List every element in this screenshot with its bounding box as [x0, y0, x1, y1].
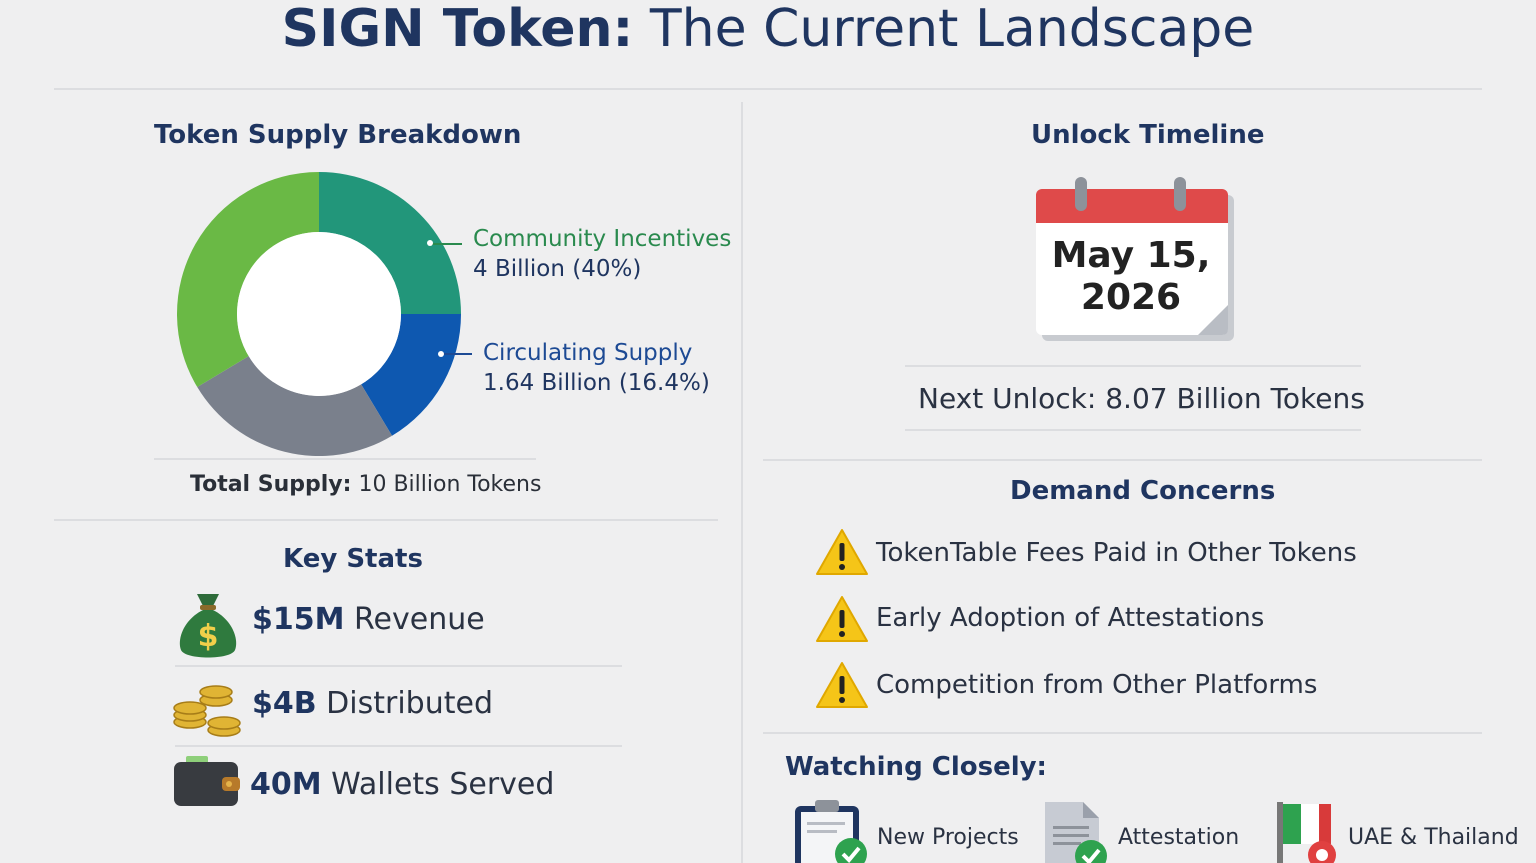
community-incentives-value: 4 Billion (40%): [473, 256, 642, 282]
unlock-top-divider: [905, 365, 1361, 367]
donut-slice-1: [319, 172, 461, 314]
next-unlock: Next Unlock: 8.07 Billion Tokens: [918, 382, 1365, 415]
column-divider: [741, 102, 743, 863]
calendar-icon: [1036, 177, 1234, 341]
watching-heading: Watching Closely:: [785, 752, 1047, 782]
donut-slice-3: [197, 356, 393, 456]
page-title: SIGN Token: The Current Landscape: [0, 0, 1536, 58]
calendar-date-line2: 2026: [1080, 277, 1182, 318]
warning-icon: [816, 662, 868, 708]
concern-item-2: Early Adoption of Attestations: [876, 603, 1265, 633]
stat-wallets-label: Wallets Served: [331, 767, 555, 802]
watching-divider: [763, 732, 1482, 734]
supply-heading: Token Supply Breakdown: [154, 120, 522, 150]
warning-icon: [816, 596, 868, 642]
circulating-supply-name: Circulating Supply: [483, 340, 693, 366]
circulating-leader-line: [442, 353, 472, 355]
unlock-heading: Unlock Timeline: [1031, 120, 1265, 150]
circulating-supply-value: 1.64 Billion (16.4%): [483, 370, 710, 396]
stat-divider-1: [175, 665, 622, 667]
stats-divider: [54, 519, 718, 521]
total-supply-value: 10 Billion Tokens: [358, 472, 542, 497]
supply-donut-chart: [176, 172, 461, 456]
clipboard-check-icon: [795, 800, 867, 863]
watch-item-attestation: Attestation: [1118, 825, 1240, 850]
stat-revenue-label: Revenue: [354, 602, 485, 637]
coins-icon: [173, 685, 241, 737]
calendar-date-line1: May 15,: [1051, 235, 1211, 276]
money-bag-icon: $: [179, 594, 237, 658]
total-supply: Total Supply: 10 Billion Tokens: [190, 472, 541, 497]
unlock-bottom-divider: [905, 429, 1361, 431]
donut-hole: [237, 232, 401, 396]
page-title-bold: SIGN Token:: [281, 0, 634, 59]
key-stats-heading: Key Stats: [283, 544, 423, 574]
stat-distributed-value: $4B: [252, 686, 317, 721]
concerns-heading: Demand Concerns: [1010, 476, 1276, 506]
concern-item-1: TokenTable Fees Paid in Other Tokens: [876, 538, 1357, 568]
page-title-light: The Current Landscape: [649, 0, 1255, 59]
concern-item-3: Competition from Other Platforms: [876, 670, 1318, 700]
stat-divider-2: [175, 745, 622, 747]
document-check-icon: [1045, 802, 1107, 863]
stat-distributed-label: Distributed: [326, 686, 493, 721]
warning-icon: [816, 529, 868, 575]
stat-revenue: $15M Revenue: [252, 602, 485, 637]
stat-distributed: $4B Distributed: [252, 686, 493, 721]
stat-revenue-value: $15M: [252, 602, 345, 637]
donut-slice-2: [361, 314, 461, 436]
watch-item-uae-thailand: UAE & Thailand: [1348, 825, 1519, 850]
stat-wallets: 40M Wallets Served: [250, 767, 554, 802]
community-leader-dot: [427, 240, 433, 246]
watch-item-new-projects: New Projects: [877, 825, 1019, 850]
community-incentives-label: Community Incentives 4 Billion (40%): [473, 224, 731, 284]
circulating-leader-dot: [438, 351, 444, 357]
circulating-supply-label: Circulating Supply 1.64 Billion (16.4%): [483, 338, 710, 398]
community-leader-line: [430, 243, 462, 245]
svg-text:$: $: [198, 619, 219, 654]
flag-pin-icon: [1277, 802, 1336, 863]
title-divider: [54, 88, 1482, 90]
community-incentives-name: Community Incentives: [473, 226, 732, 252]
stat-wallets-value: 40M: [250, 767, 322, 802]
concerns-divider: [763, 459, 1482, 461]
donut-slice-4: [176, 172, 319, 388]
calendar-date: May 15, 2026: [1036, 235, 1226, 319]
supply-total-divider: [154, 458, 536, 460]
total-supply-label: Total Supply:: [190, 472, 352, 497]
wallet-icon: [174, 756, 240, 806]
